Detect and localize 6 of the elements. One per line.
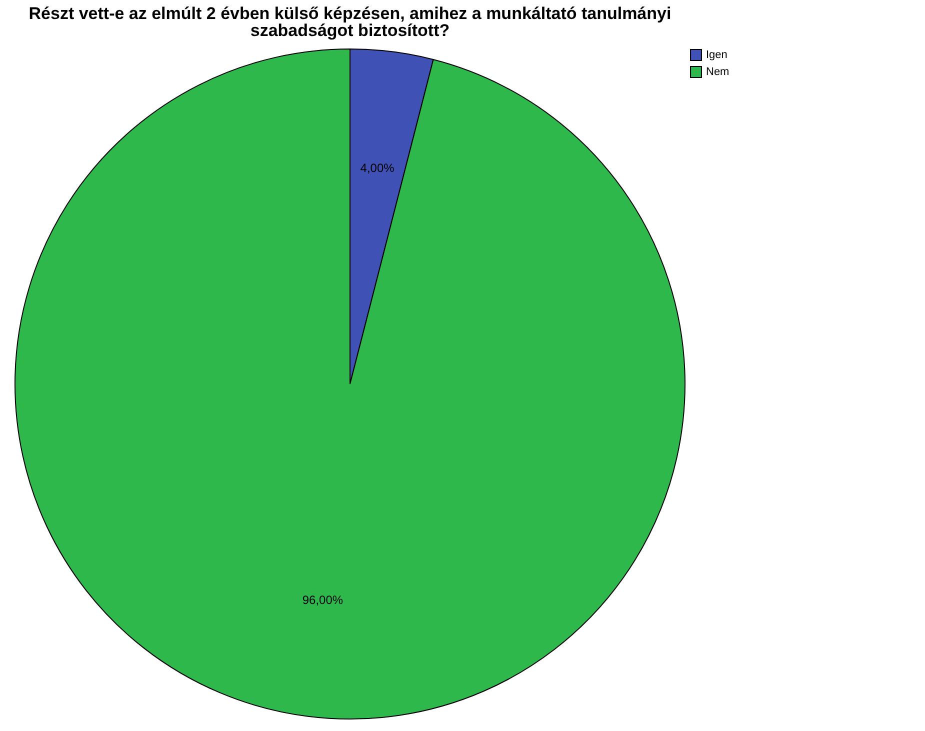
- legend-label: Nem: [706, 66, 730, 78]
- data-label: 96,00%: [302, 593, 344, 608]
- data-label: 4,00%: [360, 160, 395, 175]
- pie-slice: [14, 48, 686, 719]
- chart-title: Részt vett-e az elmúlt 2 évben külső képzésen, amihez a munkáltató tanulmányi szabadságot biztosított?: [28, 4, 672, 40]
- legend-label: Igen: [706, 49, 728, 61]
